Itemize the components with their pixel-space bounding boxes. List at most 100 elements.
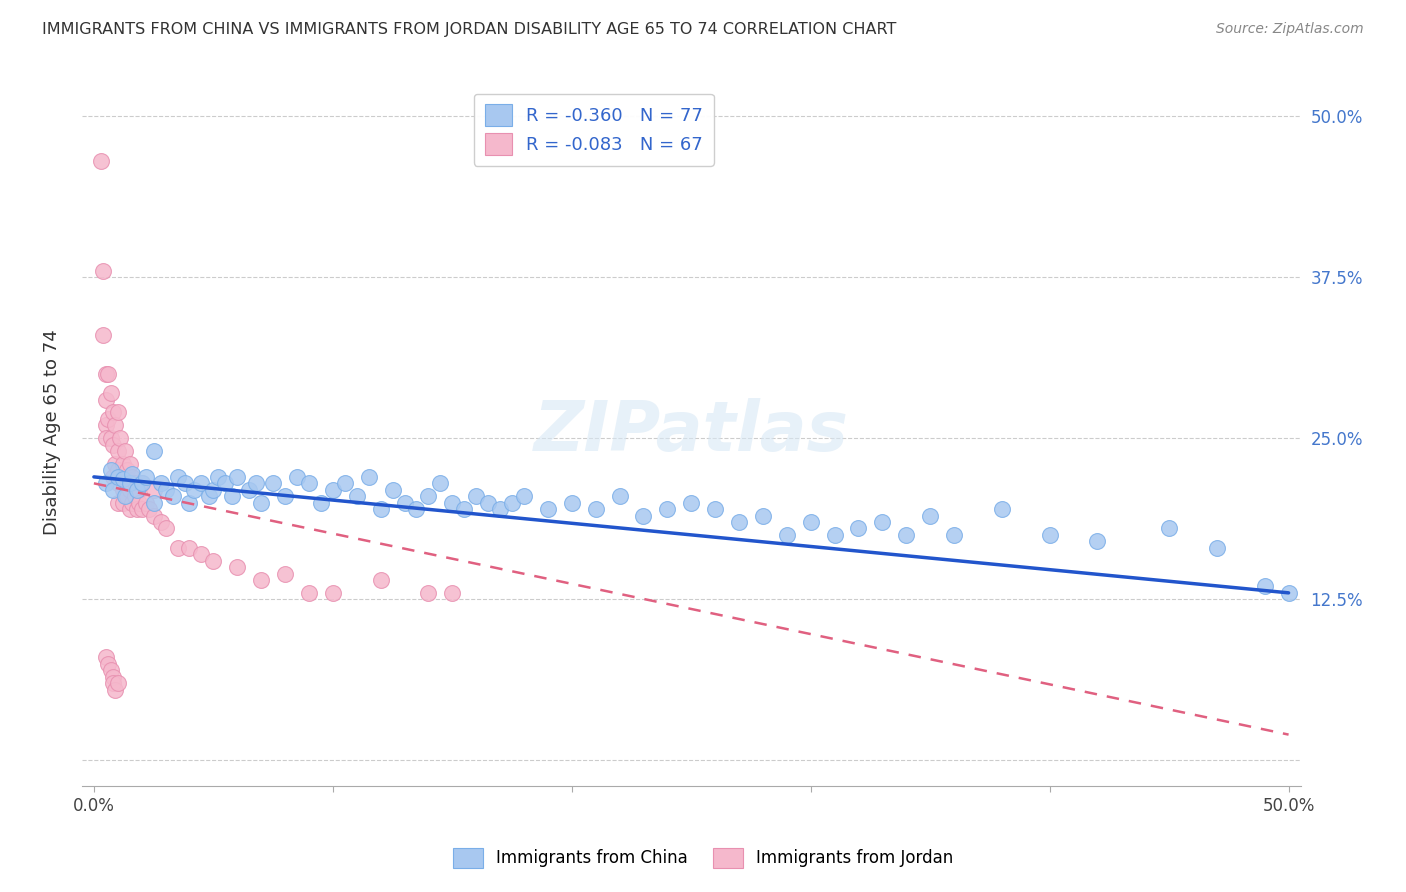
Point	[94, 367, 117, 381]
Text: Source: ZipAtlas.com: Source: ZipAtlas.com	[1216, 22, 1364, 37]
Point	[101, 676, 124, 690]
Point	[94, 392, 117, 407]
Point	[681, 496, 703, 510]
Point	[250, 573, 273, 587]
Point	[101, 483, 124, 497]
Point	[465, 489, 488, 503]
Point	[107, 405, 129, 419]
Point	[101, 438, 124, 452]
Point	[100, 463, 122, 477]
Point	[114, 489, 136, 503]
Point	[346, 489, 368, 503]
Point	[245, 476, 267, 491]
Point	[128, 496, 150, 510]
Point	[142, 444, 165, 458]
Point	[111, 483, 134, 497]
Point	[1253, 579, 1275, 593]
Point	[118, 483, 141, 497]
Point	[94, 431, 117, 445]
Point	[114, 444, 136, 458]
Point	[214, 476, 236, 491]
Point	[561, 496, 583, 510]
Point	[1277, 586, 1299, 600]
Point	[943, 528, 966, 542]
Point	[107, 496, 129, 510]
Point	[166, 470, 188, 484]
Point	[429, 476, 451, 491]
Text: IMMIGRANTS FROM CHINA VS IMMIGRANTS FROM JORDAN DISABILITY AGE 65 TO 74 CORRELAT: IMMIGRANTS FROM CHINA VS IMMIGRANTS FROM…	[42, 22, 897, 37]
Point	[142, 496, 165, 510]
Point	[118, 457, 141, 471]
Point	[197, 489, 219, 503]
Point	[97, 412, 120, 426]
Point	[394, 496, 416, 510]
Point	[93, 328, 115, 343]
Point	[453, 502, 475, 516]
Point	[1087, 534, 1109, 549]
Point	[93, 264, 115, 278]
Point	[107, 476, 129, 491]
Point	[920, 508, 942, 523]
Point	[142, 483, 165, 497]
Point	[250, 496, 273, 510]
Point	[118, 476, 141, 491]
Point	[190, 476, 212, 491]
Point	[418, 586, 440, 600]
Point	[108, 470, 131, 484]
Point	[131, 476, 153, 491]
Point	[183, 483, 205, 497]
Point	[111, 457, 134, 471]
Point	[135, 470, 157, 484]
Point	[94, 650, 117, 665]
Point	[101, 405, 124, 419]
Point	[135, 496, 157, 510]
Point	[357, 470, 380, 484]
Point	[704, 502, 727, 516]
Point	[125, 483, 148, 497]
Point	[513, 489, 536, 503]
Point	[124, 476, 146, 491]
Point	[991, 502, 1014, 516]
Point	[728, 515, 751, 529]
Point	[97, 367, 120, 381]
Point	[142, 508, 165, 523]
Point	[824, 528, 846, 542]
Point	[285, 470, 308, 484]
Point	[124, 489, 146, 503]
Point	[441, 496, 464, 510]
Point	[155, 521, 177, 535]
Point	[477, 496, 499, 510]
Point	[118, 502, 141, 516]
Point	[117, 489, 139, 503]
Legend: R = -0.360   N = 77, R = -0.083   N = 67: R = -0.360 N = 77, R = -0.083 N = 67	[474, 94, 714, 166]
Point	[274, 489, 297, 503]
Point	[97, 657, 120, 671]
Y-axis label: Disability Age 65 to 74: Disability Age 65 to 74	[44, 329, 60, 534]
Point	[108, 431, 131, 445]
Point	[322, 586, 344, 600]
Point	[609, 489, 631, 503]
Point	[107, 470, 129, 484]
Point	[501, 496, 523, 510]
Point	[238, 483, 260, 497]
Point	[322, 483, 344, 497]
Point	[138, 502, 160, 516]
Legend: Immigrants from China, Immigrants from Jordan: Immigrants from China, Immigrants from J…	[446, 841, 960, 875]
Point	[121, 470, 143, 484]
Point	[149, 476, 172, 491]
Point	[848, 521, 870, 535]
Point	[207, 470, 229, 484]
Point	[131, 476, 153, 491]
Point	[381, 483, 404, 497]
Point	[114, 476, 136, 491]
Point	[107, 463, 129, 477]
Point	[221, 489, 243, 503]
Point	[125, 483, 148, 497]
Point	[333, 476, 356, 491]
Point	[100, 386, 122, 401]
Point	[111, 473, 134, 487]
Point	[166, 541, 188, 555]
Point	[121, 496, 143, 510]
Point	[107, 444, 129, 458]
Point	[94, 418, 117, 433]
